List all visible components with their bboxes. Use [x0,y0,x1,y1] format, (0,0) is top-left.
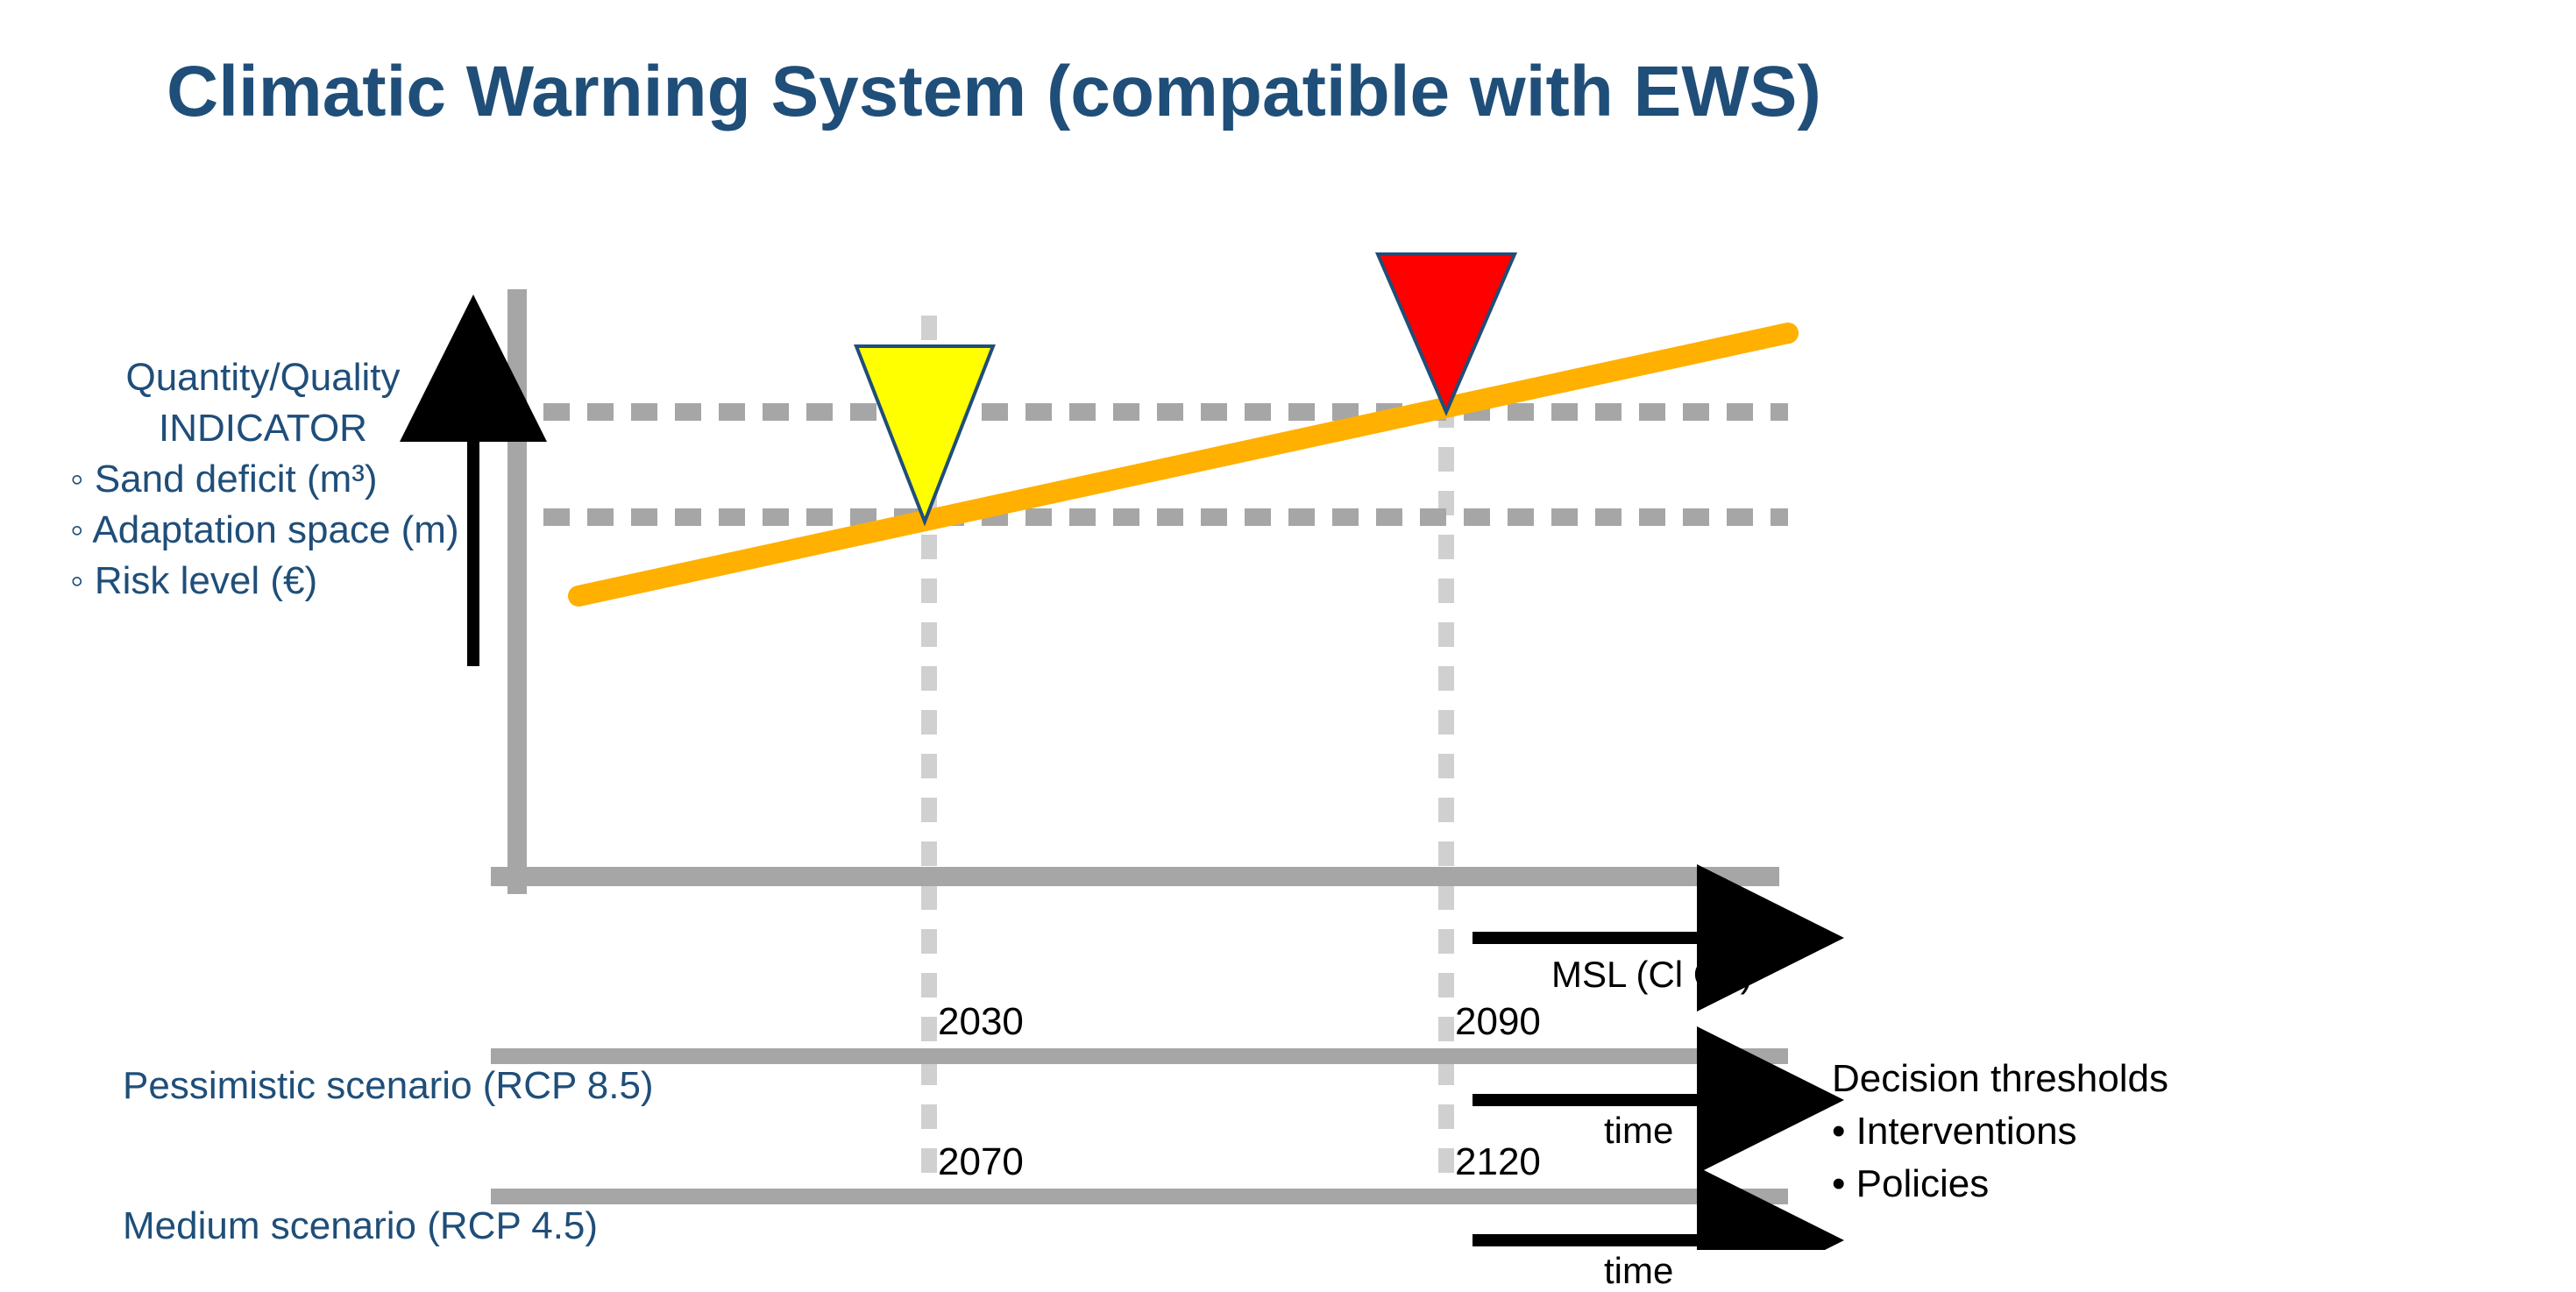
trend-line [578,333,1788,596]
slide-canvas: Climatic Warning System (compatible with… [0,0,2576,1250]
diagram-svg [0,0,2576,1250]
marker-yellow [856,346,993,522]
scenario-1-time: time [1604,1250,1673,1292]
